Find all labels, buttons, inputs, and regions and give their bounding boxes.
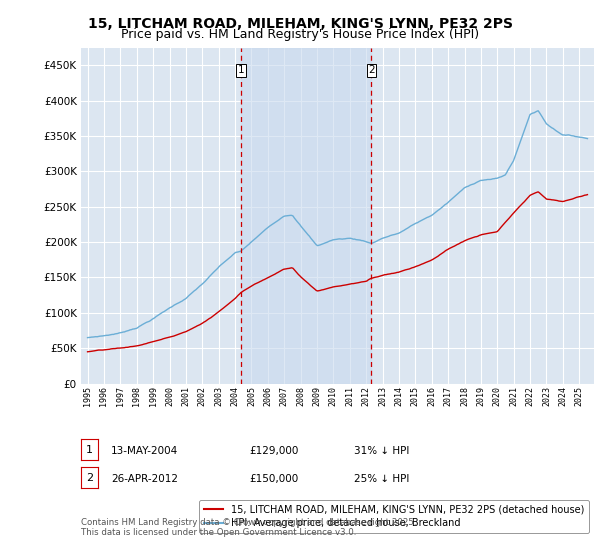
- Text: 2: 2: [86, 473, 93, 483]
- Bar: [241, 48, 371, 384]
- Text: 2: 2: [368, 66, 375, 75]
- Text: 1: 1: [86, 445, 93, 455]
- Text: 15, LITCHAM ROAD, MILEHAM, KING'S LYNN, PE32 2PS: 15, LITCHAM ROAD, MILEHAM, KING'S LYNN, …: [88, 17, 512, 31]
- Text: Price paid vs. HM Land Registry's House Price Index (HPI): Price paid vs. HM Land Registry's House …: [121, 28, 479, 41]
- Text: 1: 1: [238, 66, 244, 75]
- Text: Contains HM Land Registry data © Crown copyright and database right 2025.
This d: Contains HM Land Registry data © Crown c…: [81, 518, 416, 538]
- Text: £129,000: £129,000: [249, 446, 298, 456]
- Text: 26-APR-2012: 26-APR-2012: [111, 474, 178, 484]
- Text: 31% ↓ HPI: 31% ↓ HPI: [354, 446, 409, 456]
- Text: 25% ↓ HPI: 25% ↓ HPI: [354, 474, 409, 484]
- Text: £150,000: £150,000: [249, 474, 298, 484]
- Legend: 15, LITCHAM ROAD, MILEHAM, KING'S LYNN, PE32 2PS (detached house), HPI: Average : 15, LITCHAM ROAD, MILEHAM, KING'S LYNN, …: [199, 500, 589, 533]
- Text: 13-MAY-2004: 13-MAY-2004: [111, 446, 178, 456]
